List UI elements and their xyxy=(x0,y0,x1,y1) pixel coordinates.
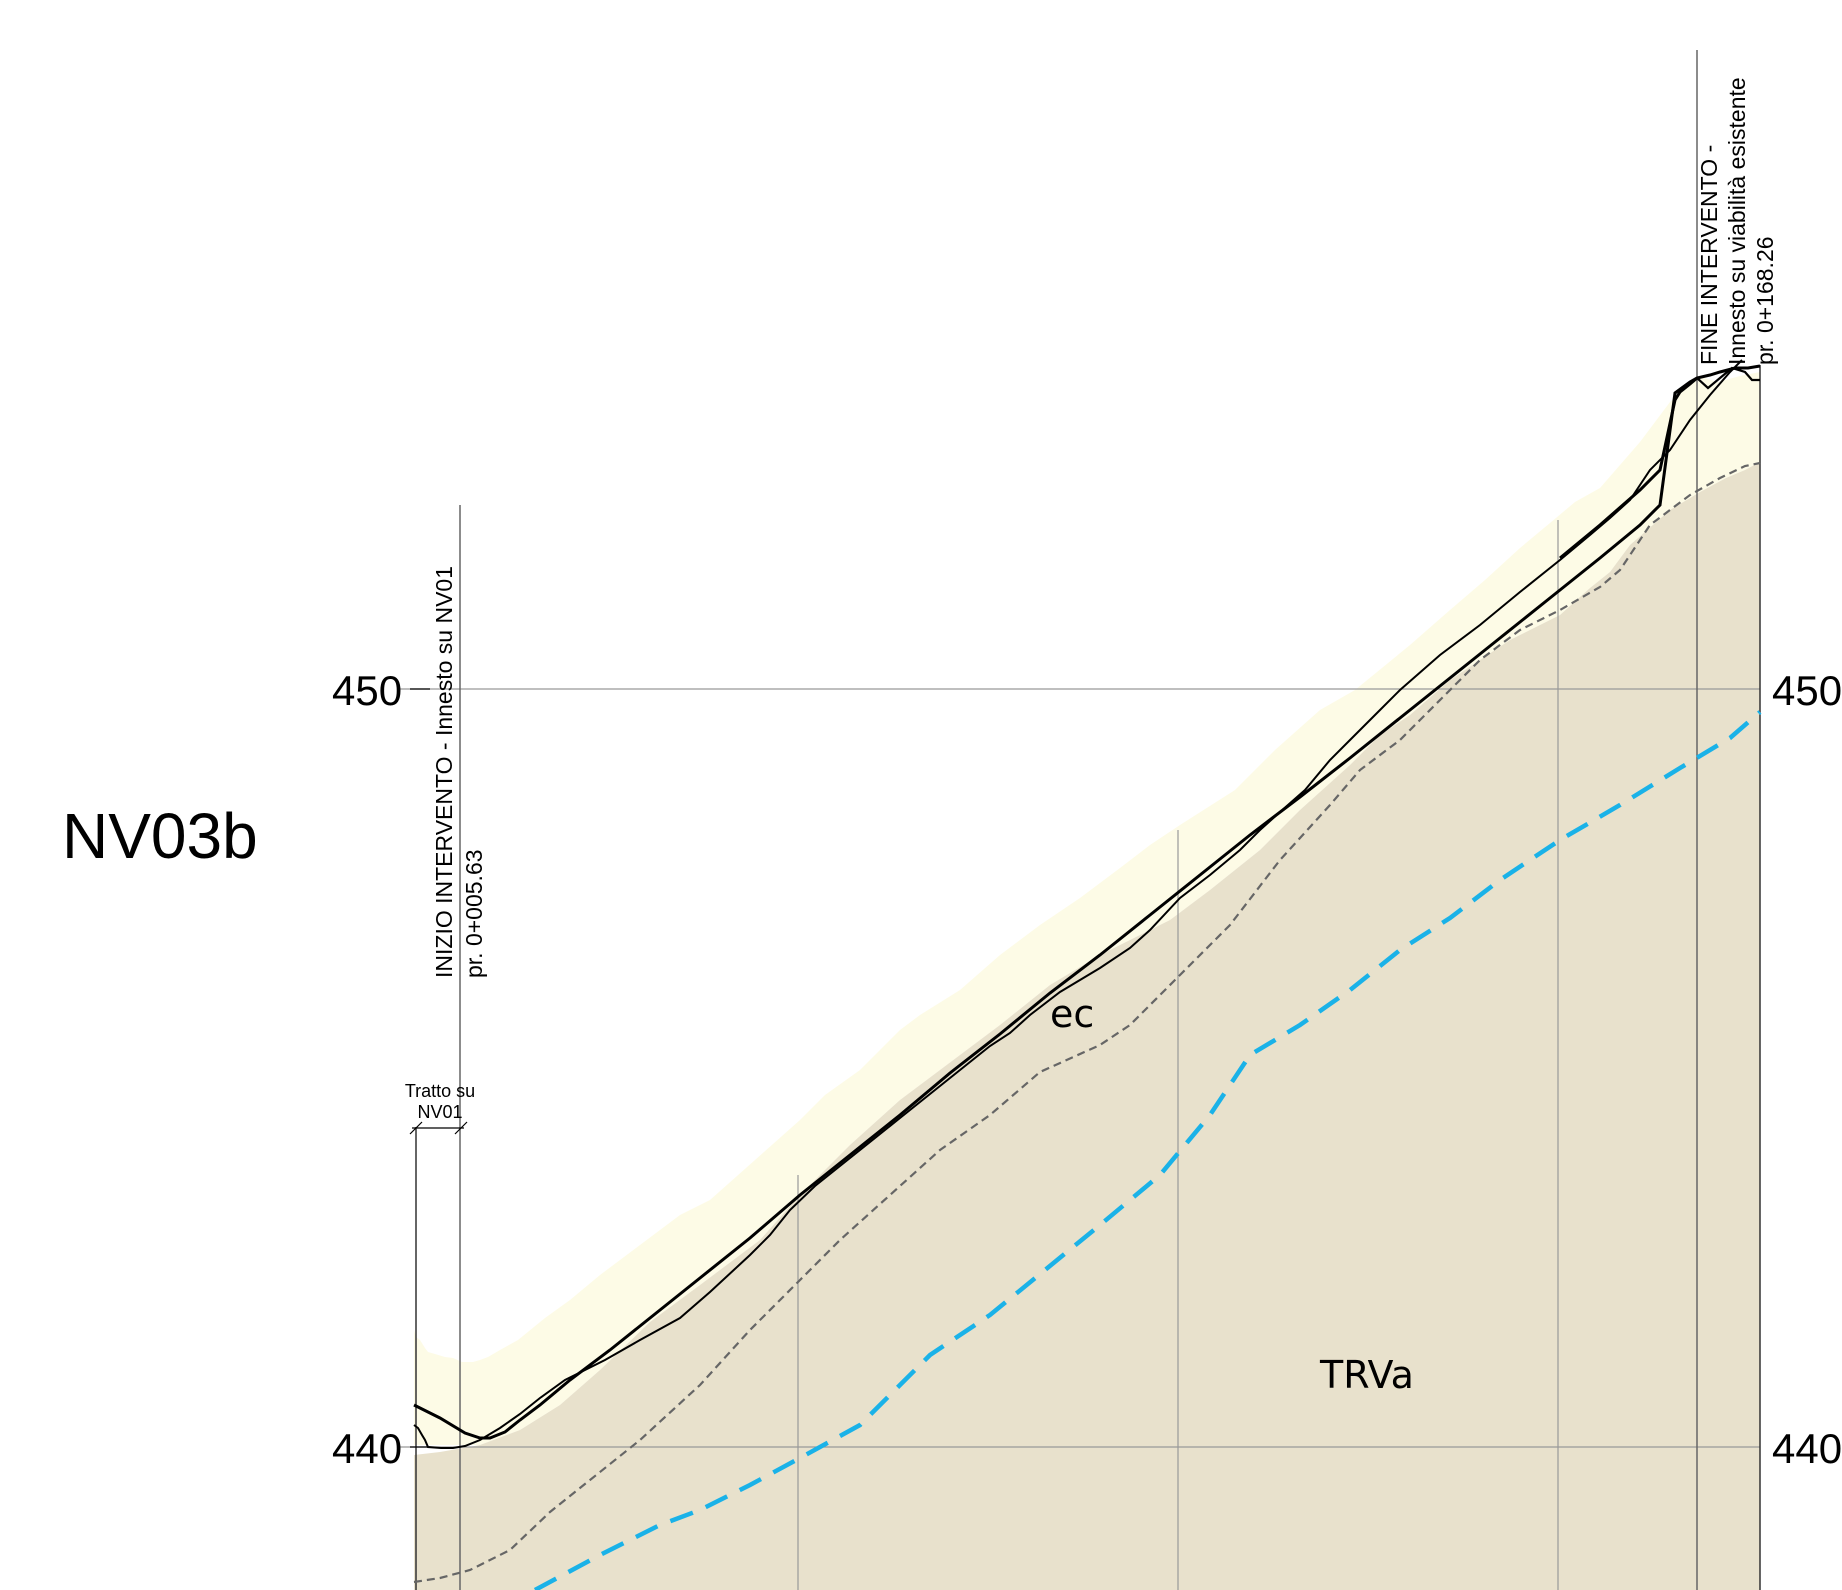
elevation-label-440-right: 440 xyxy=(1772,1425,1842,1472)
design-profile-line xyxy=(413,364,1761,1440)
groundwater-line xyxy=(533,710,1762,1590)
ec-layer-fill xyxy=(414,372,1760,1445)
start-marker-station: pr. 0+005.63 xyxy=(461,849,487,978)
segment-label-line1: Tratto su xyxy=(405,1081,475,1101)
end-marker-description: Innesto su viabilità esistente xyxy=(1724,77,1750,365)
segment-tick-left xyxy=(409,1121,423,1135)
ec-trva-boundary xyxy=(413,461,1761,1584)
start-marker-label: INIZIO INTERVENTO - Innesto su NV01 xyxy=(431,566,457,978)
elevation-label-450-right: 450 xyxy=(1772,667,1842,714)
elevation-label-440-left: 440 xyxy=(332,1425,402,1472)
end-marker-label: FINE INTERVENTO - xyxy=(1696,145,1722,365)
existing-ground-line xyxy=(413,359,1743,1449)
end-junction-detail xyxy=(1696,366,1760,390)
segment-label-line2: NV01 xyxy=(417,1102,462,1122)
profile-name-label: NV03b xyxy=(62,800,258,872)
end-marker-station: pr. 0+168.26 xyxy=(1752,236,1778,365)
segment-tick-right xyxy=(454,1121,468,1135)
elevation-label-450-left: 450 xyxy=(332,667,402,714)
trva-layer-fill xyxy=(414,462,1760,1590)
geology-unit-ec-label: ec xyxy=(1050,992,1094,1036)
geology-unit-trva-label: TRVa xyxy=(1319,1353,1414,1397)
design-profile-line-top xyxy=(1559,376,1698,560)
